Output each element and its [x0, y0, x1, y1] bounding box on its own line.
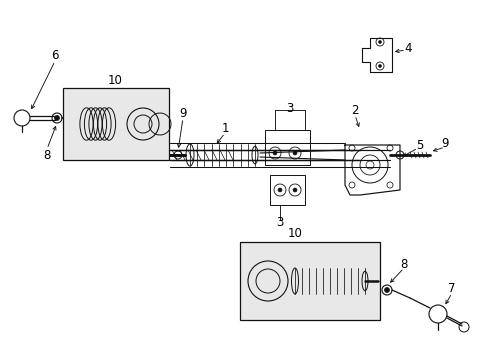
- Circle shape: [292, 151, 296, 155]
- Circle shape: [272, 151, 276, 155]
- Text: 8: 8: [43, 149, 51, 162]
- Circle shape: [292, 188, 296, 192]
- Text: 1: 1: [221, 122, 228, 135]
- Text: 10: 10: [107, 73, 122, 86]
- Circle shape: [278, 188, 282, 192]
- Text: 9: 9: [179, 107, 186, 120]
- Circle shape: [174, 151, 182, 159]
- Text: 2: 2: [350, 104, 358, 117]
- Circle shape: [395, 151, 403, 159]
- Bar: [269, 175, 305, 205]
- Text: 7: 7: [447, 282, 455, 294]
- Text: 3: 3: [276, 216, 283, 229]
- Circle shape: [384, 288, 389, 292]
- Text: 8: 8: [400, 258, 407, 271]
- Text: 4: 4: [404, 41, 411, 54]
- FancyBboxPatch shape: [63, 88, 169, 160]
- Text: 5: 5: [415, 139, 423, 152]
- Text: 6: 6: [51, 49, 59, 62]
- FancyBboxPatch shape: [240, 242, 379, 320]
- Text: 9: 9: [440, 136, 448, 149]
- Text: 3: 3: [286, 102, 293, 114]
- Bar: [264, 130, 309, 165]
- Text: 10: 10: [287, 226, 302, 239]
- Circle shape: [54, 116, 60, 121]
- Circle shape: [378, 64, 381, 68]
- Circle shape: [378, 41, 381, 44]
